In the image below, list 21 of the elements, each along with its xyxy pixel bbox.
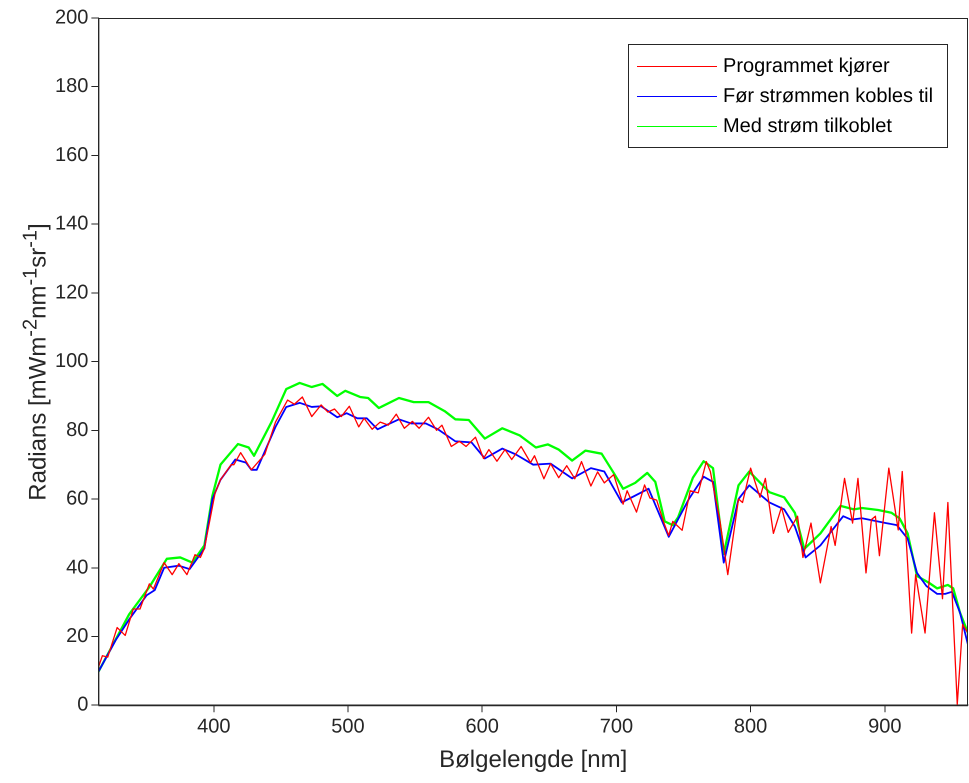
x-tick-label: 700 <box>600 716 634 738</box>
y-tick-label: 40 <box>66 556 88 578</box>
x-tick-label: 900 <box>868 716 902 738</box>
y-tick-label: 0 <box>77 694 88 716</box>
x-tick-label: 600 <box>466 716 499 738</box>
y-tick-label: 20 <box>66 624 88 647</box>
y-tick-label: 60 <box>66 488 88 510</box>
y-tick-label: 140 <box>54 212 88 235</box>
y-tick-label: 160 <box>54 144 88 166</box>
legend-label: Før strømmen kobles til <box>723 84 934 108</box>
y-tick-label: 80 <box>66 418 88 441</box>
x-tick-label: 400 <box>197 716 230 738</box>
x-tick-label: 500 <box>331 716 365 738</box>
y-tick-label: 180 <box>54 75 88 98</box>
y-tick-label: 100 <box>54 350 88 372</box>
x-tick-label: 800 <box>734 716 768 738</box>
x-axis-title: Bølgelengde [nm] <box>439 746 628 774</box>
y-tick-label: 120 <box>54 281 88 304</box>
legend-label: Programmet kjører <box>723 54 890 78</box>
legend-label: Med strøm tilkoblet <box>723 114 892 138</box>
y-tick-label: 200 <box>54 6 88 29</box>
